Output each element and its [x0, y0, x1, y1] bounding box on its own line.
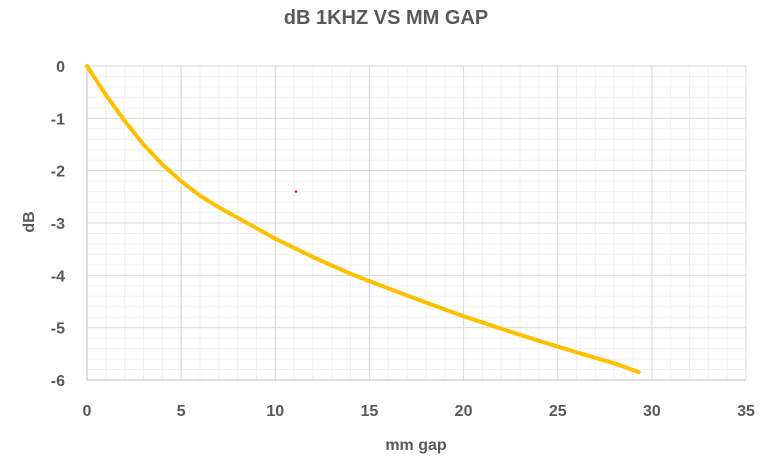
chart-title: dB 1KHZ VS MM GAP — [284, 7, 488, 29]
y-tick-label: -3 — [51, 216, 65, 233]
x-tick-label: 5 — [177, 403, 186, 420]
x-tick-label: 15 — [361, 403, 379, 420]
x-axis-title: mm gap — [385, 437, 447, 454]
x-tick-label: 20 — [455, 403, 473, 420]
y-tick-label: -4 — [51, 268, 65, 285]
series-layer — [85, 64, 641, 375]
y-tick-label: 0 — [56, 59, 65, 76]
y-tick-label: -6 — [51, 373, 65, 390]
x-tick-label: 25 — [549, 403, 567, 420]
x-tick-label: 0 — [83, 403, 92, 420]
x-tick-label: 10 — [266, 403, 284, 420]
series-line-1 — [85, 64, 641, 375]
y-tick-label: -1 — [51, 111, 65, 128]
x-tick-labels: 0 5 10 15 20 25 30 35 — [83, 403, 755, 420]
major-gridlines — [87, 65, 747, 380]
axes — [86, 66, 746, 381]
y-axis-title: dB — [21, 211, 38, 232]
y-tick-labels: 0 -1 -2 -3 -4 -5 -6 — [51, 59, 65, 390]
stray-point-marker — [294, 190, 298, 193]
y-tick-label: -2 — [51, 164, 65, 181]
x-tick-label: 30 — [643, 403, 661, 420]
y-tick-label: -5 — [51, 321, 65, 338]
x-tick-label: 35 — [737, 403, 755, 420]
